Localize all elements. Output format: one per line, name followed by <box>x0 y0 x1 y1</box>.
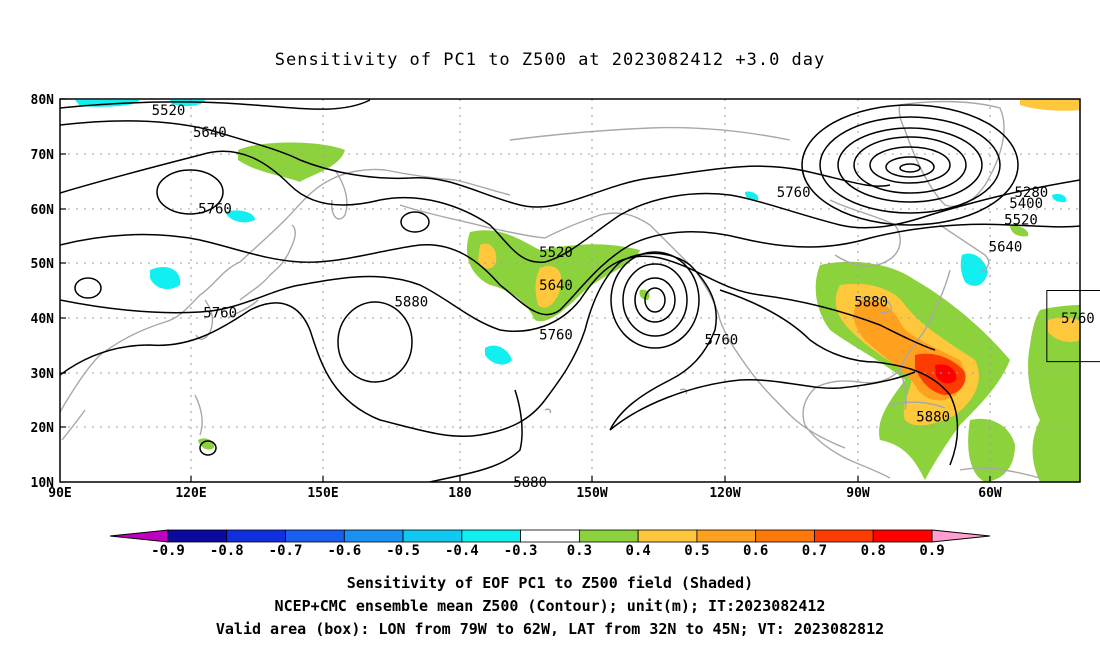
negative-region <box>485 345 512 365</box>
contour-label: 5760 <box>539 327 573 343</box>
latitude-labels: 80N 70N 60N 50N 40N 30N 20N 10N <box>31 93 55 491</box>
colorbar-tick-label: 0.6 <box>743 543 769 559</box>
lat-label: 30N <box>31 367 55 382</box>
contour-label: 5760 <box>704 333 738 349</box>
colorbar-tick-label: -0.5 <box>386 543 420 559</box>
coastlines <box>60 100 1041 479</box>
positive-region <box>935 364 957 384</box>
colorbar-tick-label: 0.9 <box>919 543 945 559</box>
figure-title: Sensitivity of PC1 to Z500 at 2023082412… <box>274 50 826 70</box>
colorbar-tick-label: -0.3 <box>503 543 538 559</box>
lon-label: 150E <box>307 486 338 501</box>
grid-lines <box>60 99 1080 482</box>
lon-label: 180 <box>448 486 472 501</box>
negative-region <box>225 210 255 223</box>
colorbar <box>109 529 991 543</box>
contour-label: 5400 <box>1009 196 1043 212</box>
caption-line-2: NCEP+CMC ensemble mean Z500 (Contour); u… <box>274 597 826 615</box>
positive-region <box>238 142 345 182</box>
contour-label: 5760 <box>203 305 237 321</box>
positive-region <box>968 418 1015 482</box>
lat-label: 50N <box>31 257 55 272</box>
lon-label: 90E <box>48 486 71 501</box>
colorbar-swatch <box>226 529 286 543</box>
lat-label: 20N <box>31 421 55 436</box>
colorbar-tick-label: -0.7 <box>268 543 303 559</box>
caption-line-3: Valid area (box): LON from 79W to 62W, L… <box>215 620 885 638</box>
caption-line-1: Sensitivity of EOF PC1 to Z500 field (Sh… <box>346 574 754 592</box>
colorbar-swatch <box>167 529 228 543</box>
contour-label: 5880 <box>513 475 547 491</box>
contour-label: 5880 <box>854 294 888 310</box>
contour-label: 5760 <box>198 201 232 217</box>
contour-label: 5520 <box>1004 212 1038 228</box>
lat-label: 10N <box>31 476 55 491</box>
contour-labels: 5520 5640 5760 5760 5880 5520 5640 5760 5760 5760… <box>152 103 1095 491</box>
colorbar-swatch <box>343 529 404 543</box>
longitude-labels: 90E 120E 150E 180 150W 120W 90W 60W <box>48 486 1002 501</box>
colorbar-low-arrow <box>109 529 169 543</box>
colorbar-tick-label: -0.4 <box>444 543 479 559</box>
lon-label: 60W <box>978 486 1002 501</box>
positive-region <box>1028 305 1080 482</box>
lon-label: 120E <box>175 486 206 501</box>
colorbar-swatch <box>520 529 580 543</box>
validation-area-box <box>1046 290 1100 363</box>
colorbar-tick-label: 0.8 <box>860 543 886 559</box>
positive-region <box>1048 317 1080 343</box>
negative-region <box>960 253 988 286</box>
colorbar-swatch <box>872 529 933 543</box>
colorbar-high-arrow <box>931 529 991 543</box>
colorbar-swatch <box>755 529 815 543</box>
axis-ticks <box>60 98 991 482</box>
lat-label: 70N <box>31 148 55 163</box>
lat-label: 80N <box>31 93 55 108</box>
negative-region <box>150 266 181 290</box>
contour-label: 5640 <box>193 125 227 141</box>
colorbar-tick-label: -0.6 <box>327 543 362 559</box>
positive-region <box>1010 225 1029 237</box>
contour-label: 5640 <box>539 278 573 294</box>
colorbar-swatch <box>814 529 874 543</box>
contour-label: 5760 <box>1061 311 1095 327</box>
map-frame <box>59 98 1081 483</box>
colorbar-swatch <box>637 529 698 543</box>
positive-region <box>535 266 562 308</box>
lat-label: 40N <box>31 312 55 327</box>
contour-label: 5880 <box>916 409 950 425</box>
colorbar-tick-label: 0.4 <box>625 543 651 559</box>
colorbar-swatch <box>461 529 522 543</box>
contour-label: 5640 <box>989 240 1023 256</box>
contour-label: 5280 <box>1014 185 1048 201</box>
colorbar-swatch <box>285 529 345 543</box>
positive-region <box>1020 99 1080 111</box>
contour-label: 5520 <box>539 245 573 261</box>
lon-label: 120W <box>709 486 740 501</box>
lat-label: 60N <box>31 203 55 218</box>
negative-region <box>1052 193 1067 203</box>
colorbar-tick-label: -0.9 <box>151 543 185 559</box>
colorbar-tick-label: -0.8 <box>209 543 244 559</box>
colorbar-tick-label: 0.7 <box>801 543 828 559</box>
lon-label: 90W <box>846 486 870 501</box>
contour-label: 5880 <box>394 294 428 310</box>
positive-region <box>478 243 497 269</box>
colorbar-swatch <box>696 529 757 543</box>
contour-label: 5760 <box>777 185 811 201</box>
colorbar-tick-label: 0.3 <box>566 543 593 559</box>
colorbar-swatch <box>578 529 639 543</box>
lon-label: 150W <box>576 486 607 501</box>
colorbar-tick-label: 0.5 <box>684 543 710 559</box>
colorbar-swatch <box>402 529 463 543</box>
contour-label: 5520 <box>152 103 186 119</box>
z500-contours <box>60 99 1080 482</box>
